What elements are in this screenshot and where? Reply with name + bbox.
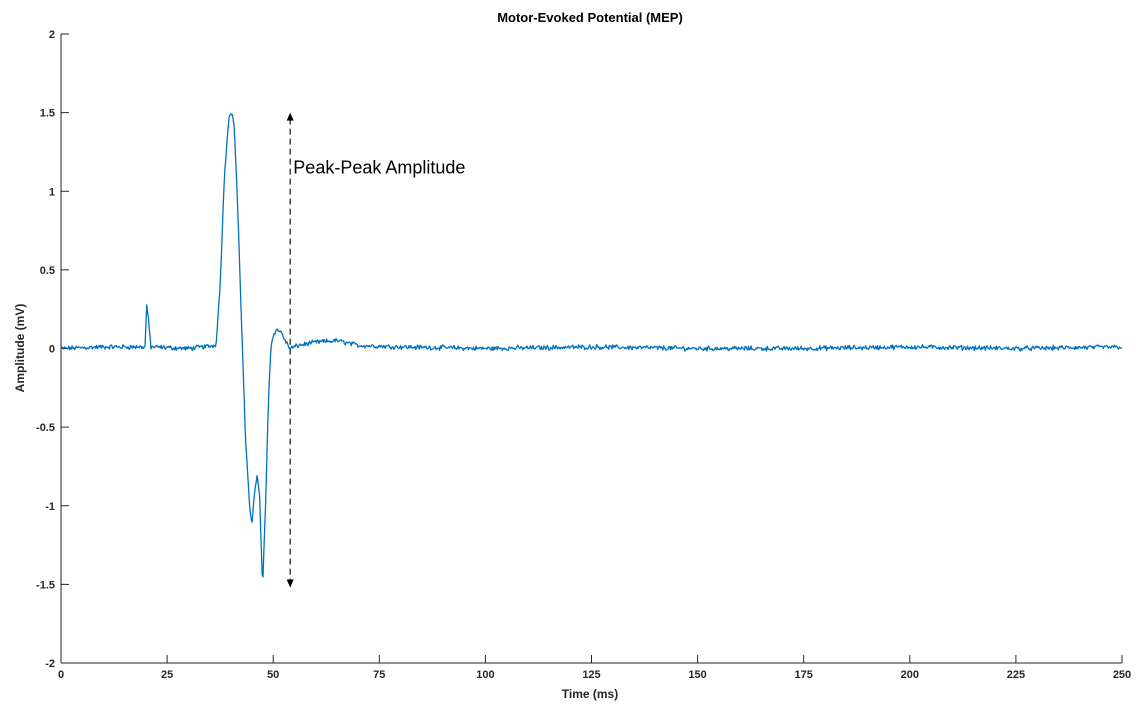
- y-tick-label: -1.5: [36, 579, 55, 591]
- mep-signal-line: [60, 113, 1123, 578]
- y-tick-label: -1: [45, 501, 55, 513]
- arrowhead-down-icon: [286, 579, 294, 588]
- x-tick-label: 25: [161, 669, 173, 681]
- y-tick-label: 0.5: [40, 265, 55, 277]
- x-tick-label: 175: [795, 669, 813, 681]
- x-axis-title: Time (ms): [562, 687, 618, 701]
- peak-peak-amplitude-label: Peak-Peak Amplitude: [293, 158, 465, 178]
- arrowhead-up-icon: [286, 112, 294, 121]
- y-tick-label: 2: [49, 29, 55, 41]
- y-tick-label: -0.5: [36, 422, 55, 434]
- y-axis-title: Amplitude (mV): [13, 304, 27, 393]
- x-tick-label: 250: [1113, 669, 1131, 681]
- y-tick-label: 1: [49, 186, 55, 198]
- x-tick-label: 225: [1007, 669, 1025, 681]
- x-tick-label: 125: [582, 669, 600, 681]
- y-axis: 2 1.5 1 0.5 0 -0.5 -1 -1.5 -2: [36, 29, 69, 670]
- x-tick-label: 150: [688, 669, 706, 681]
- x-tick-label: 50: [267, 669, 279, 681]
- annotation-layer: Peak-Peak Amplitude: [286, 112, 465, 588]
- y-tick-label: -2: [45, 658, 55, 670]
- x-axis: 0 25 50 75 100 125 150 175 200 225 250: [58, 655, 1131, 681]
- x-tick-label: 0: [58, 669, 64, 681]
- x-tick-label: 200: [901, 669, 919, 681]
- chart-title: Motor-Evoked Potential (MEP): [497, 10, 683, 25]
- y-tick-label: 0: [49, 344, 55, 356]
- y-tick-label: 1.5: [40, 108, 55, 120]
- x-tick-label: 75: [373, 669, 385, 681]
- x-tick-label: 100: [476, 669, 494, 681]
